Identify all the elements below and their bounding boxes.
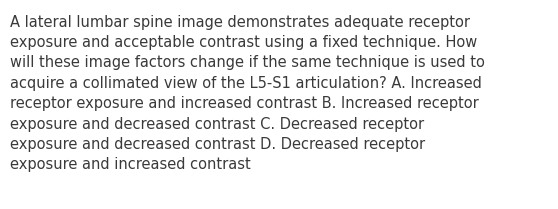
Text: A lateral lumbar spine image demonstrates adequate receptor
exposure and accepta: A lateral lumbar spine image demonstrate… <box>10 15 485 172</box>
